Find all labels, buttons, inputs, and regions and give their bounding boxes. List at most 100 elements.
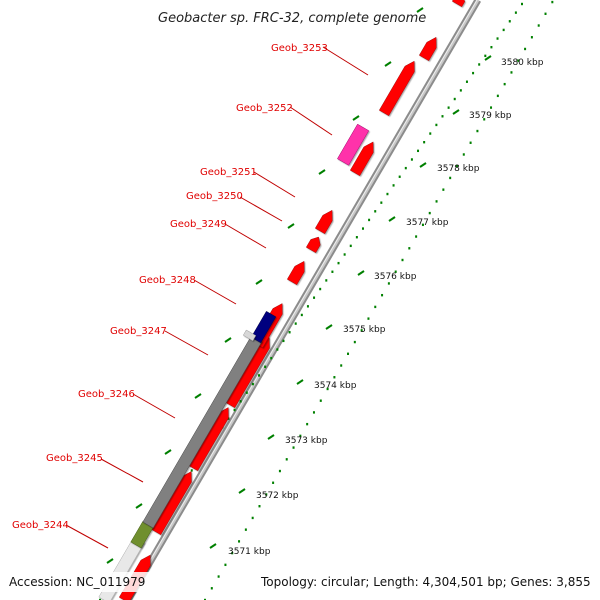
- major-tick-mark: [238, 488, 246, 494]
- outer-tick-dot: [401, 258, 404, 262]
- gene-label-geob-3247[interactable]: Geob_3247: [110, 326, 167, 337]
- label-callouts: [65, 46, 369, 549]
- outer-tick-dot: [455, 165, 458, 168]
- inner-tick-dot: [502, 28, 505, 32]
- outer-tick-dot: [251, 516, 254, 520]
- gene-geob-3253-block[interactable]: [378, 60, 415, 117]
- inner-tick-dot: [459, 89, 462, 92]
- gene-geob-3252[interactable]: [349, 141, 374, 177]
- gene-label-geob-3251[interactable]: Geob_3251: [200, 167, 257, 178]
- inner-tick-dot: [319, 287, 322, 291]
- inner-tick-dot: [484, 54, 487, 58]
- inner-tick-dot: [288, 331, 291, 334]
- major-tick-mark: [194, 393, 202, 399]
- inner-tick-dot: [251, 382, 254, 386]
- major-tick-mark: [287, 223, 295, 229]
- gene-geob-3246[interactable]: [187, 407, 229, 472]
- tick-label-3579: 3579 kbp: [469, 111, 512, 121]
- outer-tick-dot: [353, 340, 356, 344]
- outer-tick-dot: [367, 317, 370, 320]
- gene-label-geob-3246[interactable]: Geob_3246: [78, 389, 135, 400]
- major-tick-mark: [255, 279, 263, 285]
- gene-geob-3245[interactable]: [150, 471, 192, 536]
- callout-line: [322, 46, 369, 76]
- inner-tick-dot: [435, 123, 438, 127]
- inner-tick-dot: [410, 158, 413, 161]
- outer-tick-dot: [374, 305, 377, 309]
- outer-tick-dot: [537, 24, 540, 27]
- major-tick-mark: [164, 449, 172, 455]
- outer-tick-dot: [306, 422, 309, 426]
- outer-tick-dot: [265, 493, 268, 496]
- outer-tick-dot: [204, 598, 206, 600]
- callout-line: [164, 330, 209, 356]
- major-tick-mark: [135, 503, 143, 509]
- outer-tick-dot: [387, 282, 390, 285]
- gene-geob-3251[interactable]: [314, 209, 333, 235]
- outer-tick-dot: [292, 446, 295, 449]
- callout-line: [253, 171, 296, 198]
- gene-geob-3254[interactable]: [418, 36, 437, 62]
- inner-tick-dot: [331, 270, 334, 273]
- inner-tick-dot: [423, 141, 426, 144]
- outer-tick-dot: [340, 364, 343, 367]
- outer-tick-dot: [333, 376, 336, 379]
- gene-olive[interactable]: [130, 520, 154, 549]
- accession-text: Accession: NC_011979: [9, 575, 145, 589]
- gene-label-geob-3249[interactable]: Geob_3249: [170, 219, 227, 230]
- gene-track: [98, 0, 465, 600]
- gene-label-geob-3244[interactable]: Geob_3244: [12, 520, 69, 531]
- gene-label-geob-3245[interactable]: Geob_3245: [46, 453, 103, 464]
- gene-label-geob-3252[interactable]: Geob_3252: [236, 103, 293, 114]
- callout-line: [239, 196, 283, 222]
- inner-tick-dot: [325, 279, 328, 282]
- inner-tick-dot: [496, 37, 499, 40]
- major-tick-mark: [267, 434, 275, 440]
- inner-tick-dot: [343, 253, 346, 256]
- inner-tick-dot: [417, 149, 420, 153]
- gene-navy[interactable]: [250, 310, 277, 344]
- inner-tick-dot: [282, 339, 285, 343]
- gene-pale-cap[interactable]: [242, 329, 257, 342]
- inner-tick-dot: [227, 417, 230, 420]
- gene-label-geob-3253[interactable]: Geob_3253: [271, 43, 328, 54]
- callout-line: [193, 279, 237, 305]
- gene-magenta[interactable]: [337, 123, 370, 166]
- outer-tick-dot: [394, 270, 397, 273]
- map-title: Geobacter sp. FRC-32, complete genome: [158, 11, 426, 26]
- tick-label-3572: 3572 kbp: [256, 491, 299, 501]
- callout-line: [132, 393, 176, 419]
- outer-tick-dot: [544, 12, 547, 15]
- inner-tick-dot: [398, 175, 401, 178]
- inner-tick-dot: [361, 227, 364, 230]
- outer-tick-dot: [319, 399, 322, 402]
- gene-gray-long[interactable]: [142, 335, 263, 529]
- gene-geob-3255[interactable]: [451, 0, 465, 8]
- major-tick-mark: [106, 558, 114, 564]
- inner-tick-dot: [294, 322, 297, 325]
- outer-tick-dot: [347, 352, 350, 355]
- tick-label-3578: 3578 kbp: [437, 164, 480, 174]
- inner-tick-dot: [478, 63, 481, 66]
- outer-tick-dot: [510, 71, 513, 74]
- tick-label-3580: 3580 kbp: [501, 58, 544, 68]
- outer-tick-dot: [483, 118, 486, 121]
- gene-geob-3249[interactable]: [286, 260, 305, 286]
- gene-geob-3250[interactable]: [305, 236, 321, 254]
- gene-label-geob-3250[interactable]: Geob_3250: [186, 191, 243, 202]
- outer-tick-dot: [490, 106, 493, 109]
- inner-tick-dot: [313, 296, 316, 299]
- inner-tick-dot: [514, 11, 517, 14]
- inner-tick-dot: [99, 598, 101, 600]
- backbone: [124, 0, 482, 600]
- major-tick-mark: [384, 61, 392, 67]
- inner-tick-dot: [521, 2, 523, 6]
- outer-tick-dot: [517, 59, 520, 62]
- gene-label-geob-3248[interactable]: Geob_3248: [139, 275, 196, 286]
- inner-tick-dot: [306, 305, 309, 308]
- inner-tick-dot: [270, 356, 273, 360]
- inner-tick-dot: [239, 400, 242, 403]
- inner-tick-dot: [465, 80, 468, 83]
- tick-label-3571: 3571 kbp: [228, 547, 271, 557]
- major-tick-mark: [325, 324, 333, 330]
